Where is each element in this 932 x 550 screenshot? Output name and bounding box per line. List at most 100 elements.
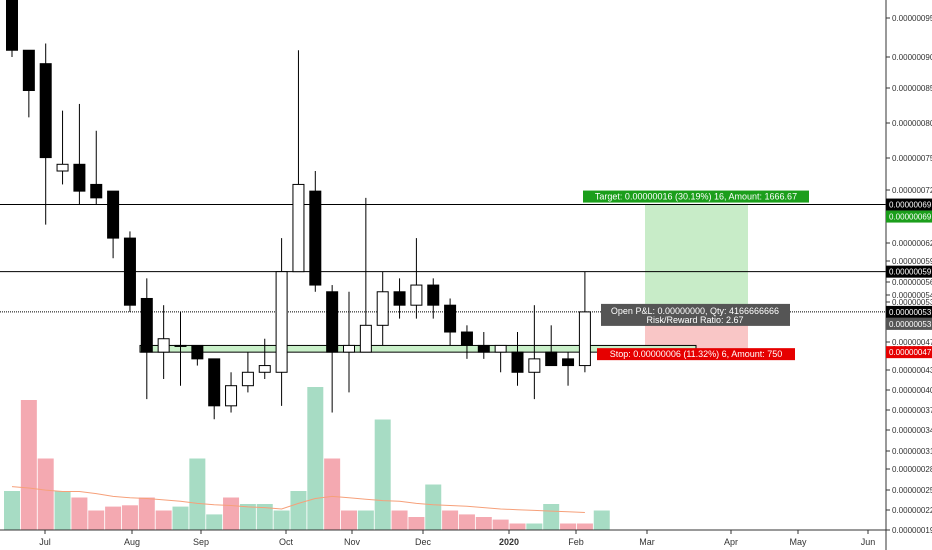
- volume-bar: [425, 484, 442, 530]
- price-tick-label: 0.00000072: [892, 186, 932, 195]
- candle-body: [107, 190, 120, 239]
- candle-body: [376, 291, 389, 326]
- price-tick-label: 0.00000034: [892, 426, 932, 435]
- pnl-box-bg: [601, 303, 790, 326]
- price-tick-label: 0.00000019: [892, 526, 932, 535]
- candle-body: [90, 183, 103, 199]
- target-zone[interactable]: [645, 204, 748, 312]
- volume-bar: [54, 491, 71, 530]
- price-tick-label: 0.00000056: [892, 278, 932, 287]
- price-tag: 0.00000053: [889, 308, 932, 317]
- candle-body: [393, 291, 406, 306]
- long-position-tool[interactable]: [645, 204, 748, 353]
- price-tick-label: 0.00000080: [892, 119, 932, 128]
- volume-bar: [458, 514, 475, 530]
- price-tick-label: 0.00000053: [892, 298, 932, 307]
- price-tick-label: 0.00000047: [892, 338, 932, 347]
- candle-body: [275, 271, 288, 373]
- volume-bar: [593, 510, 610, 530]
- candle-body: [208, 358, 221, 407]
- candle-body: [123, 237, 136, 306]
- candle-body: [359, 324, 372, 353]
- price-tag-bg: [886, 346, 932, 359]
- time-tick-label: Dec: [415, 537, 432, 547]
- price-tick-label: 0.00000085: [892, 84, 932, 93]
- price-tick-label: 0.00000031: [892, 447, 932, 456]
- candle-body: [225, 385, 238, 407]
- candle-body: [157, 338, 170, 353]
- target-label: Target: 0.00000016 (30.19%) 16, Amount: …: [595, 192, 797, 202]
- candle-body: [562, 358, 575, 367]
- price-tag-bg: [886, 210, 932, 223]
- volume-bar: [4, 491, 20, 530]
- price-tag-bg: [886, 317, 932, 330]
- candle-body: [241, 371, 254, 387]
- stop-label-bg: [597, 348, 795, 361]
- price-tick-label: 0.00000095: [892, 14, 932, 23]
- price-tick-label: 0.00000037: [892, 406, 932, 415]
- volume-bar: [239, 504, 256, 530]
- volume-bar: [223, 497, 240, 530]
- candle-body: [494, 344, 507, 353]
- price-tick-label: 0.00000075: [892, 154, 932, 163]
- target-label-bg: [583, 190, 809, 203]
- price-tick-label: 0.00000054: [892, 291, 932, 300]
- volume-bar: [391, 510, 408, 530]
- price-tag: 0.00000069: [889, 201, 932, 210]
- volume-ma-line: [11, 486, 585, 513]
- rr-label: Risk/Reward Ratio: 2.67: [646, 315, 743, 325]
- volume-bar: [206, 514, 223, 530]
- time-tick-label: Apr: [724, 537, 738, 547]
- volume-bar: [20, 400, 37, 530]
- volume-bar: [121, 505, 138, 530]
- volume-bar: [576, 523, 593, 530]
- candlesticks: [6, 0, 591, 420]
- price-tick-label: 0.00000043: [892, 366, 932, 375]
- volume-bar: [172, 506, 189, 530]
- candle-body: [309, 190, 322, 286]
- price-tag: 0.00000047: [889, 348, 932, 357]
- time-tick-label: Jul: [39, 537, 51, 547]
- candle-body: [6, 0, 18, 51]
- volume-bar: [273, 510, 290, 530]
- time-axis[interactable]: Jul Aug Sep Oct Nov Dec 2020 Feb Mar Apr May Jun: [0, 529, 886, 547]
- candle-body: [39, 63, 52, 159]
- time-tick-label: Mar: [639, 537, 655, 547]
- volume-bar: [88, 510, 105, 530]
- volume-bar: [357, 510, 374, 530]
- time-tick-label: Aug: [124, 537, 140, 547]
- volume-bar: [155, 510, 172, 530]
- time-tick-label: Jun: [861, 537, 876, 547]
- price-tick-label: 0.00000062: [892, 239, 932, 248]
- price-tick-label: 0.00000028: [892, 465, 932, 474]
- time-tick-label: Sep: [193, 537, 209, 547]
- volume-bar: [492, 519, 509, 530]
- time-tick-label: Feb: [568, 537, 584, 547]
- price-tick-label: 0.00000059: [892, 257, 932, 266]
- volume-bar: [290, 491, 307, 530]
- volume-bar: [256, 504, 273, 530]
- time-tick-label: Oct: [279, 537, 294, 547]
- price-tag-bg: [886, 198, 932, 211]
- price-axis[interactable]: 0.00000095 0.00000090 0.00000085 0.00000080…: [885, 0, 932, 550]
- price-tick-label: 0.00000090: [892, 53, 932, 62]
- candle-body: [444, 304, 457, 333]
- price-tag-bg: [886, 305, 932, 318]
- time-tick-label: May: [789, 537, 807, 547]
- position-labels: Target: 0.00000016 (30.19%) 16, Amount: …: [583, 190, 809, 361]
- volume-bar: [543, 504, 560, 530]
- volume-bar: [138, 497, 155, 530]
- candle-body: [174, 344, 187, 347]
- volume-bar: [307, 387, 324, 530]
- time-tick-label: 2020: [499, 537, 519, 547]
- candle-body: [427, 284, 440, 306]
- volume-bar: [374, 419, 391, 530]
- candle-body: [258, 365, 271, 373]
- price-tag: 0.00000069: [889, 213, 932, 222]
- price-tag: 0.00000053: [889, 320, 932, 329]
- candle-body: [511, 351, 524, 373]
- volume-layer: [4, 387, 610, 530]
- price-tag-bg: [886, 265, 932, 278]
- volume-bar: [408, 517, 425, 530]
